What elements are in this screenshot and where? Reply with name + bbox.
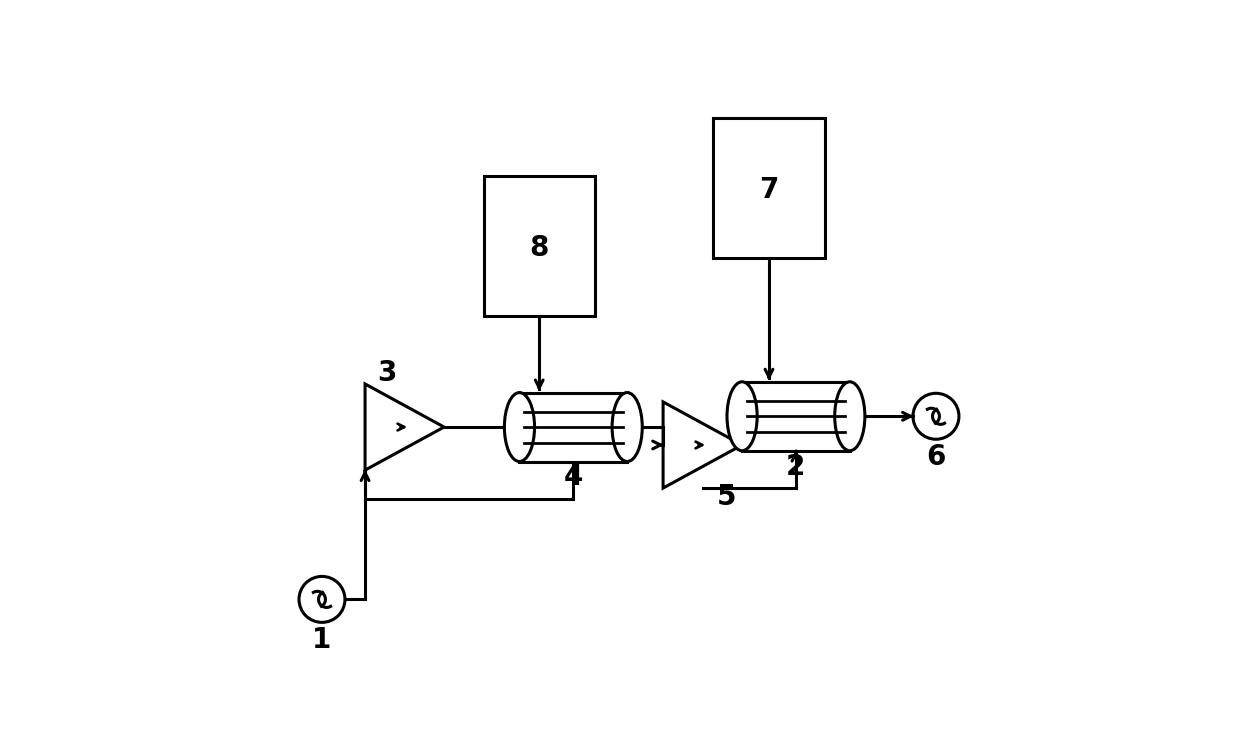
Bar	[713, 119, 825, 258]
Text: 1: 1	[312, 627, 331, 654]
Text: 6: 6	[926, 443, 946, 471]
Ellipse shape	[505, 392, 534, 461]
Text: 5: 5	[717, 482, 737, 511]
Text: 3: 3	[377, 359, 397, 387]
Text: 8: 8	[529, 234, 548, 261]
Text: 7: 7	[759, 176, 779, 204]
Ellipse shape	[613, 392, 642, 461]
Text: 2: 2	[786, 452, 806, 480]
Text: 4: 4	[564, 463, 583, 491]
Bar	[484, 176, 595, 315]
Ellipse shape	[835, 382, 864, 451]
Ellipse shape	[727, 382, 758, 451]
